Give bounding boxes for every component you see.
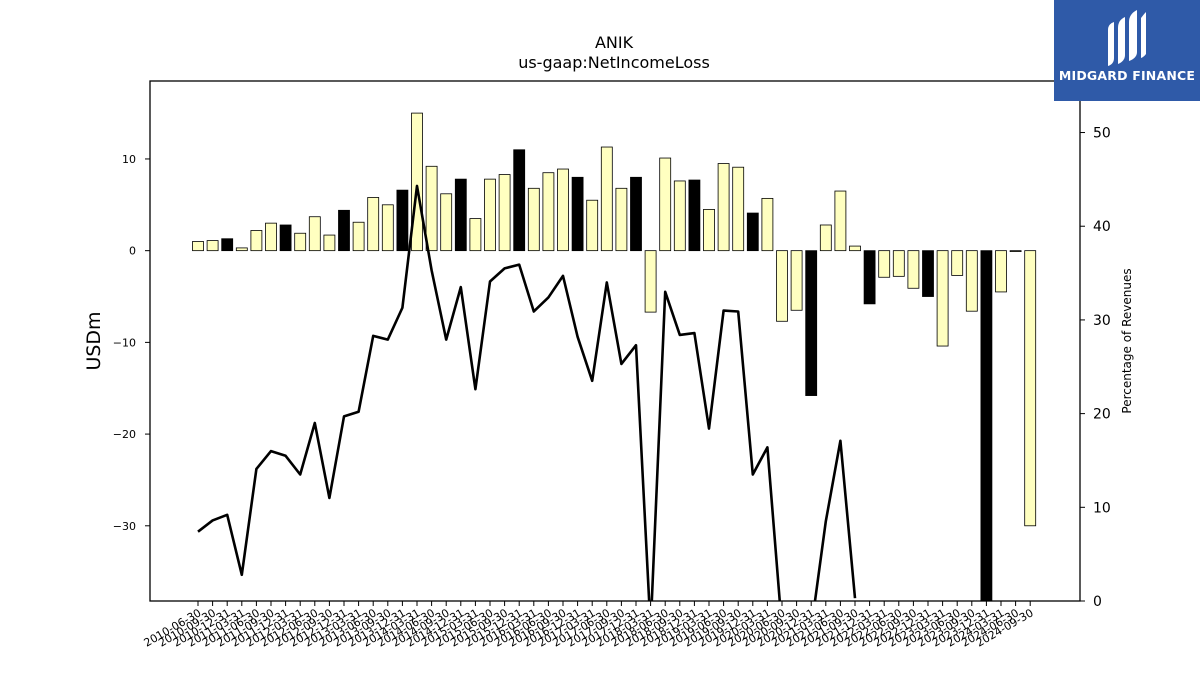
- bar: [717, 163, 730, 252]
- bar: [513, 149, 526, 252]
- bar: [936, 250, 949, 347]
- bar: [849, 245, 861, 252]
- y-tick-label: −10: [113, 336, 136, 349]
- bar: [980, 250, 993, 602]
- bar: [615, 187, 628, 252]
- midgard-logo-mark-icon: [1108, 10, 1146, 66]
- bar: [294, 232, 307, 252]
- bar: [323, 234, 336, 252]
- bar: [221, 238, 234, 252]
- bar: [834, 190, 847, 252]
- bar: [381, 204, 394, 252]
- bar: [965, 250, 978, 312]
- bar: [469, 218, 482, 252]
- bar: [761, 197, 774, 252]
- bar: [527, 187, 540, 252]
- bar: [411, 112, 423, 252]
- chart-title: ANIK: [595, 33, 634, 52]
- bar: [907, 250, 920, 289]
- bar: [644, 250, 657, 313]
- midgard-finance-logo: MIDGARD FINANCE: [1054, 0, 1200, 101]
- y2-tick-label: 0: [1093, 594, 1102, 610]
- bar: [995, 250, 1007, 293]
- y-tick-label: 0: [129, 245, 136, 258]
- y2-axis-label: Percentage of Revenues: [1120, 268, 1134, 413]
- bar: [338, 209, 350, 252]
- bar: [1009, 250, 1022, 252]
- bar: [790, 250, 803, 311]
- bar: [863, 250, 876, 305]
- y-tick-label: −20: [113, 428, 136, 441]
- bar: [484, 178, 496, 252]
- bar: [396, 189, 409, 252]
- logo-text: MIDGARD FINANCE: [1058, 68, 1196, 83]
- bar: [367, 197, 380, 252]
- bar: [557, 168, 569, 252]
- bar: [805, 250, 818, 396]
- bar: [776, 250, 788, 322]
- bar: [425, 165, 438, 252]
- bar: [673, 180, 686, 252]
- bar: [878, 250, 891, 278]
- bar: [206, 240, 219, 252]
- bar: [279, 224, 292, 252]
- bar: [265, 222, 277, 252]
- y2-tick-label: 10: [1093, 500, 1111, 516]
- percentage-line: [197, 184, 857, 601]
- bar: [308, 216, 321, 252]
- bar: [542, 172, 555, 252]
- bar: [600, 146, 613, 252]
- bar: [746, 212, 759, 252]
- y-tick-label: −30: [113, 520, 136, 533]
- bar: [571, 176, 584, 252]
- plot-frame: [149, 80, 1081, 602]
- bar: [951, 250, 964, 276]
- bar: [235, 247, 248, 252]
- y-tick-label: 10: [122, 153, 136, 166]
- bar: [703, 208, 715, 252]
- y2-tick-label: 40: [1093, 219, 1111, 235]
- bar: [250, 230, 263, 252]
- bar: [892, 250, 905, 277]
- chart-subtitle: us-gaap:NetIncomeLoss: [518, 53, 710, 72]
- bar: [498, 174, 511, 252]
- bar: [630, 176, 642, 252]
- bar: [586, 199, 599, 252]
- bar: [659, 157, 672, 252]
- bar: [192, 241, 204, 252]
- bar: [454, 178, 467, 252]
- y2-tick-label: 30: [1093, 313, 1111, 329]
- bar: [732, 166, 745, 252]
- bar: [440, 193, 453, 252]
- y-axis-label: USDm: [83, 311, 105, 370]
- bar: [688, 179, 701, 252]
- y2-tick-label: 50: [1093, 126, 1111, 142]
- plot-area: 100−10−20−30010203040502010-06-302010-09…: [113, 112, 1111, 650]
- bar: [922, 250, 934, 297]
- bar: [352, 221, 365, 252]
- bar: [819, 224, 832, 252]
- bar: [1024, 250, 1037, 527]
- y2-tick-label: 20: [1093, 407, 1111, 423]
